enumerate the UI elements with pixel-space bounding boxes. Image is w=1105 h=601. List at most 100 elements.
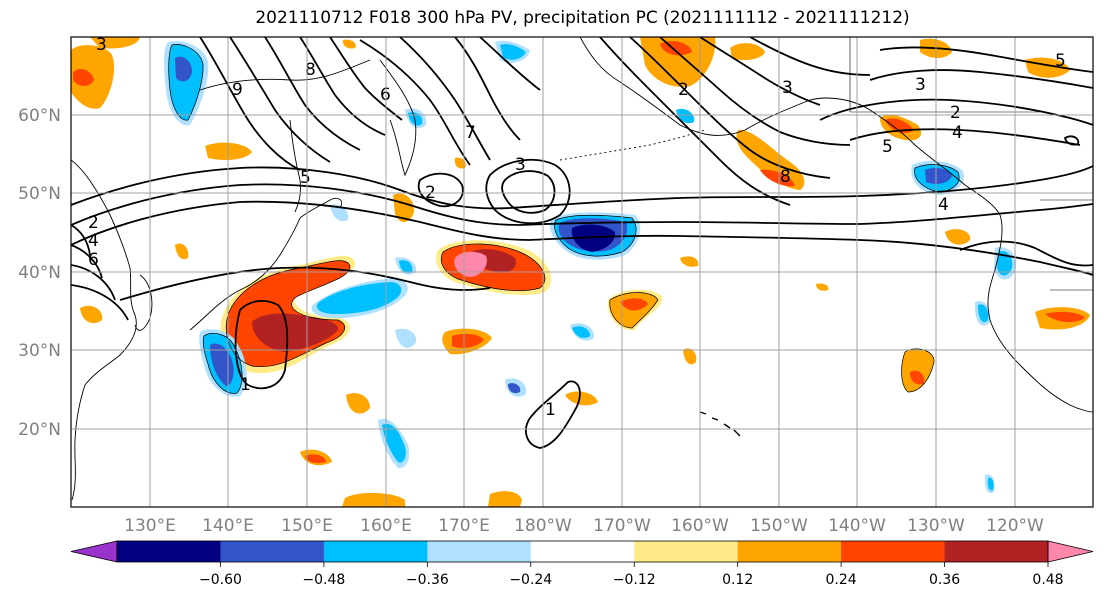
contour-label: 1 <box>240 375 251 395</box>
lon-label: 150°E <box>281 516 333 536</box>
lon-label: 160°W <box>671 516 729 536</box>
lat-label: 20°N <box>18 420 61 440</box>
precip-orange <box>730 43 765 60</box>
contour-label: 6 <box>88 250 99 270</box>
coastline-kamchatka <box>379 59 417 177</box>
precip-skyblue <box>316 282 402 314</box>
colorbar-tick-label: 0.12 <box>722 572 753 588</box>
coastline-sakhalin <box>289 119 301 213</box>
precip-orange <box>175 243 189 260</box>
lon-label: 150°W <box>750 516 808 536</box>
colorbar-tick-label: −0.48 <box>302 572 345 588</box>
gridline-layer <box>71 37 1093 507</box>
colorbar-bin <box>634 541 739 562</box>
precip-orange <box>346 393 370 414</box>
lat-label: 60°N <box>18 106 61 126</box>
precip-skyblue <box>500 44 526 60</box>
precip-orange <box>454 157 466 169</box>
contour-label: 2 <box>950 103 961 123</box>
colorbar-tick-label: −0.36 <box>406 572 449 588</box>
colorbar-bin <box>323 541 428 562</box>
precip-redorange <box>1045 311 1085 323</box>
colorbar-tick-label: −0.60 <box>199 572 242 588</box>
map-layers: 8 9 6 5 4 2 6 3 2 7 2 8 3 2 3 4 5 4 5 1 … <box>71 37 1093 507</box>
precip-orange <box>816 283 829 291</box>
lat-label: 30°N <box>18 341 61 361</box>
lon-label: 170°E <box>438 516 490 536</box>
lon-label: 180°W <box>514 516 572 536</box>
lon-label: 140°W <box>828 516 886 536</box>
precip-redorange <box>760 169 795 187</box>
contour-label: 4 <box>938 195 949 215</box>
lon-label: 130°W <box>907 516 965 536</box>
lon-label: 170°W <box>593 516 651 536</box>
contour-label: 3 <box>782 78 793 98</box>
coastline-hawaii <box>699 411 741 437</box>
precip-orange <box>342 39 356 49</box>
precip-skyblue <box>987 477 994 491</box>
precip-orange <box>736 129 805 190</box>
precip-darkred <box>252 313 339 352</box>
contour-label: 8 <box>305 60 316 80</box>
lat-label: 50°N <box>18 184 61 204</box>
precip-navy <box>571 224 616 252</box>
precip-skyblue <box>399 260 413 273</box>
colorbar-bin <box>737 541 842 562</box>
precip-orange <box>945 229 971 245</box>
colorbar-tick-label: −0.12 <box>613 572 656 588</box>
contour-label: 2 <box>88 213 99 233</box>
precip-orange <box>342 492 405 507</box>
precip-mediumblue <box>508 383 521 394</box>
lon-label: 140°E <box>202 516 254 536</box>
precip-skyblue <box>572 326 590 338</box>
precip-lightblue <box>395 328 417 348</box>
colorbar: −0.60 −0.48 −0.36 −0.24 −0.12 0.12 0.24 0.36 0.4… <box>70 540 1094 588</box>
coastline-layer <box>71 37 1093 501</box>
colorbar-tick-label: 0.36 <box>929 572 960 588</box>
contour-label: 4 <box>952 123 963 143</box>
chart-title: 2021110712 F018 300 hPa PV, precipitatio… <box>255 8 910 28</box>
colorbar-extend-max <box>1047 540 1094 563</box>
colorbar-bin <box>841 541 946 562</box>
contour-label: 6 <box>380 85 391 105</box>
precip-orange <box>565 391 598 406</box>
map-frame <box>70 36 1094 508</box>
precip-orange-layer <box>71 37 1090 507</box>
precip-orange <box>90 37 140 49</box>
precip-mediumblue <box>175 56 192 82</box>
lat-label: 40°N <box>18 263 61 283</box>
coastline-hokkaido <box>299 197 343 219</box>
contour-label: 5 <box>882 137 893 157</box>
precip-orange <box>640 37 716 87</box>
precip-orange <box>680 256 699 267</box>
precip-skyblue <box>997 250 1013 276</box>
coastline-asia <box>71 159 137 501</box>
colorbar-extend-min <box>70 540 118 563</box>
colorbar-bin <box>220 541 325 562</box>
contour-label: 4 <box>88 231 99 251</box>
precip-redorange <box>910 370 925 385</box>
colorbar-tick-label: 0.24 <box>826 572 857 588</box>
colorbar-outline <box>116 540 1049 563</box>
coastline-japan <box>189 217 301 331</box>
contour-label: 3 <box>915 75 926 95</box>
precip-pink <box>454 251 487 278</box>
precip-orange <box>683 348 697 365</box>
contour-label: 1 <box>545 400 556 420</box>
coastline-alaska <box>579 37 1001 216</box>
precip-redorange <box>452 333 484 348</box>
lon-label-layer: 130°E 140°E 150°E 160°E 170°E 180°W 170°… <box>124 516 1044 536</box>
contour-label: 8 <box>780 167 791 187</box>
precip-skyblue <box>382 423 406 463</box>
contour-label: 9 <box>232 80 243 100</box>
lon-label: 130°E <box>124 516 176 536</box>
precip-skyblue <box>978 304 989 323</box>
contour-label: 3 <box>515 155 526 175</box>
contour-label: 2 <box>678 80 689 100</box>
precip-skyblue <box>676 108 695 124</box>
precip-orange <box>488 491 522 507</box>
contour-label: 5 <box>1055 51 1066 71</box>
colorbar-bin <box>944 541 1049 562</box>
colorbar-bin <box>117 541 221 562</box>
precip-mediumblue <box>925 168 952 184</box>
